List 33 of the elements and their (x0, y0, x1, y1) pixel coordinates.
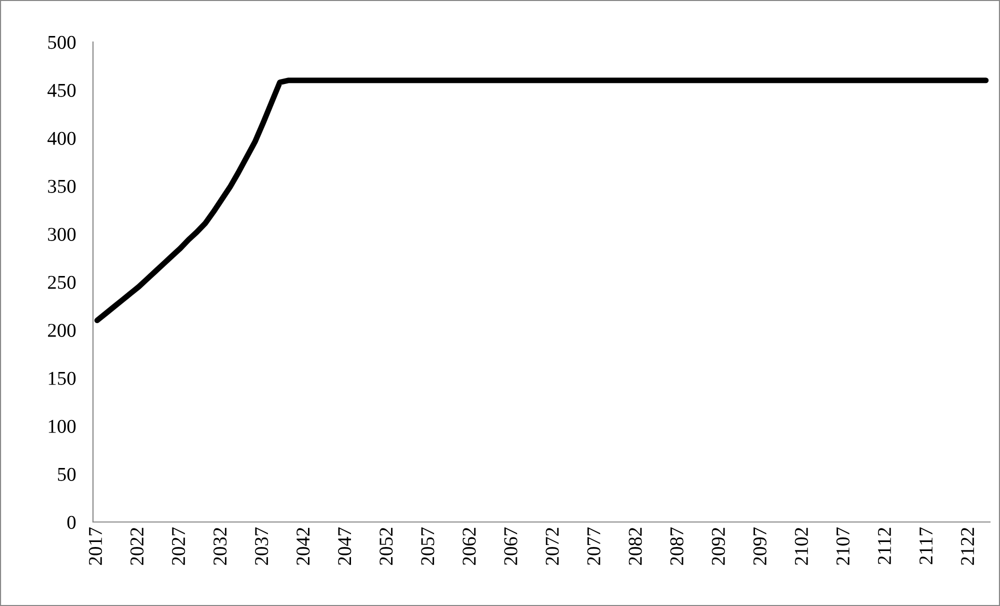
x-tick-label: 2027 (172, 527, 186, 565)
x-tick-label: 2087 (670, 527, 684, 565)
y-tick-label: 0 (67, 516, 76, 529)
x-tick-label: 2017 (88, 527, 102, 565)
x-tick-label: 2072 (546, 528, 559, 565)
x-tick-label: 2022 (130, 528, 144, 565)
y-tick-label: 150 (48, 372, 76, 385)
x-tick-label: 2067 (504, 527, 518, 565)
y-tick-label: 500 (48, 36, 76, 49)
x-tick-label: 2117 (920, 527, 932, 564)
y-tick-label: 50 (58, 468, 76, 481)
x-tick-label: 2092 (712, 528, 725, 565)
x-tick-label: 2107 (836, 527, 850, 565)
x-tick-label: 2062 (462, 528, 476, 565)
x-tick-label: 2032 (213, 528, 227, 565)
y-tick-label: 450 (48, 84, 76, 97)
y-tick-label: 300 (48, 228, 76, 241)
x-tick-label: 2097 (753, 527, 766, 565)
x-tick-label: 2112 (878, 528, 891, 564)
y-tick-label: 200 (48, 324, 76, 337)
x-tick-label: 2047 (338, 527, 352, 565)
y-tick-label: 250 (48, 276, 76, 289)
x-tick-label: 2057 (421, 527, 434, 565)
x-tick-label: 2122 (961, 528, 974, 565)
x-tick-label: 2037 (255, 527, 268, 565)
x-tick-label: 2042 (296, 528, 310, 565)
y-tick-label: 400 (48, 132, 76, 145)
y-tick-label: 100 (48, 420, 76, 433)
x-tick-label: 2102 (794, 528, 808, 565)
x-tick-label: 2077 (587, 527, 600, 565)
x-tick-label: 2052 (380, 528, 393, 565)
x-tick-label: 2082 (628, 528, 642, 565)
y-tick-label: 350 (48, 180, 76, 193)
